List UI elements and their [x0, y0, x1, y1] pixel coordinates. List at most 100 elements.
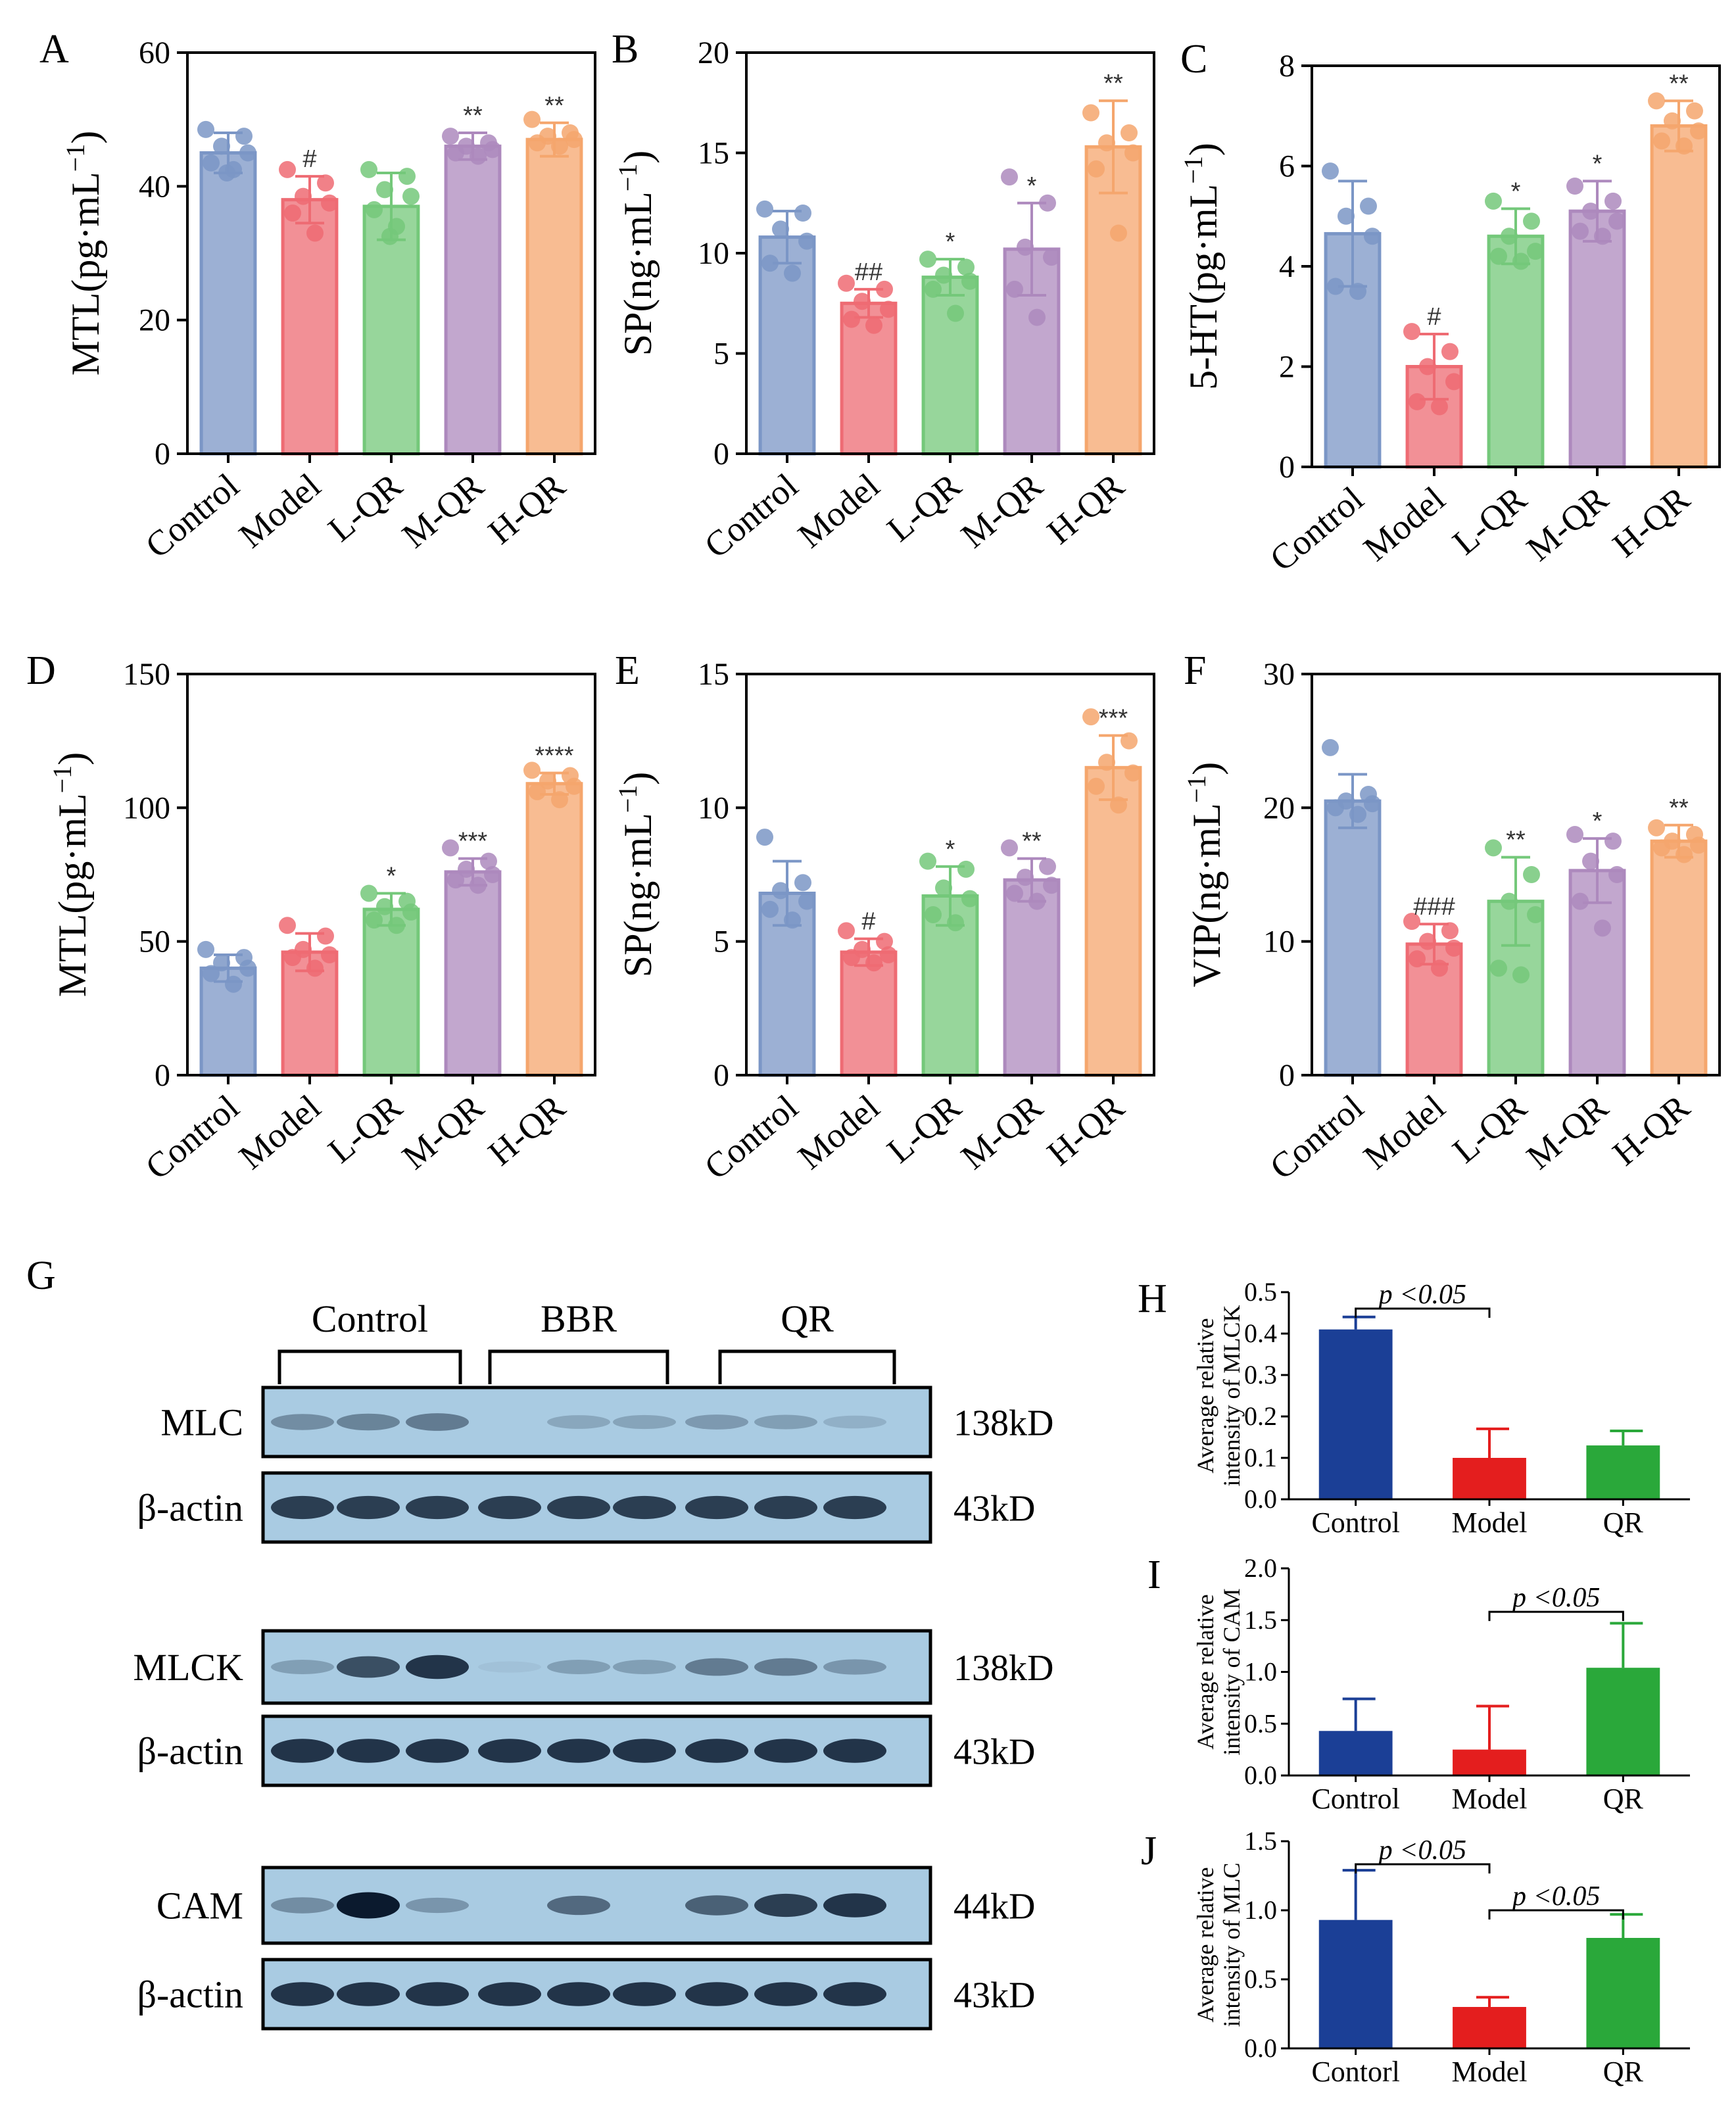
data-point	[772, 882, 789, 900]
data-point	[935, 879, 952, 897]
data-point	[838, 274, 855, 292]
data-point	[225, 975, 242, 993]
data-point	[279, 917, 296, 934]
data-point	[1490, 959, 1507, 977]
bar-model	[1453, 1749, 1526, 1775]
blot-band	[685, 1414, 748, 1430]
data-point	[1664, 112, 1681, 130]
data-point	[284, 949, 301, 967]
data-point	[566, 131, 583, 149]
data-point	[876, 280, 893, 298]
data-point	[854, 293, 871, 310]
data-point	[1419, 932, 1436, 950]
panel-letter: E	[615, 648, 640, 693]
y-tick-label: 1.0	[1244, 1895, 1277, 1925]
category-label: M-QR	[1519, 1087, 1616, 1177]
data-point	[1648, 92, 1665, 110]
blot-band	[685, 1895, 748, 1916]
data-point	[1349, 806, 1366, 823]
data-point	[317, 927, 334, 945]
data-point	[1501, 892, 1518, 910]
category-label: M-QR	[953, 1087, 1050, 1177]
significance-marker: **	[1022, 828, 1042, 856]
bar-m-qr	[444, 144, 502, 456]
molecular-weight-label: 43kD	[953, 1489, 1035, 1530]
protein-label: MLC	[160, 1401, 243, 1444]
category-label: QR	[1603, 1507, 1644, 1539]
y-axis-label-line2: intensity of MLC	[1218, 1863, 1245, 2027]
y-tick-label: 4	[1279, 249, 1295, 284]
blot-band	[478, 1661, 541, 1673]
western-blot-panel: G Control BBR QR MLC 138kD β-actin 43kD MLCK 138k…	[26, 1253, 1053, 2031]
category-label: Model	[1356, 479, 1453, 569]
protein-label: β-actin	[137, 1730, 243, 1773]
y-tick-label: 0.5	[1244, 1708, 1277, 1738]
blot-band	[271, 1897, 334, 1914]
data-point	[1082, 708, 1099, 726]
y-tick-label: 20	[139, 303, 170, 338]
category-label: M-QR	[953, 466, 1050, 556]
data-point	[484, 141, 501, 158]
y-axis-label-line1: Average relative	[1192, 1594, 1218, 1749]
bar-qr	[1586, 1445, 1660, 1499]
data-point	[1001, 168, 1018, 186]
category-label: L-QR	[321, 1087, 410, 1171]
data-point	[306, 224, 324, 242]
significance-marker: #	[1427, 303, 1441, 331]
data-point	[843, 310, 860, 328]
category-label: L-QR	[321, 466, 410, 549]
y-tick-label: 0	[1279, 450, 1295, 485]
data-point	[1441, 343, 1459, 360]
chart-b: B Control ## Model * L-QR * M-QR ** H-QR 0 5 10 15 20 S…	[612, 27, 1155, 566]
panel-letter: J	[1141, 1829, 1157, 1873]
bar-control	[199, 151, 257, 456]
protein-label: β-actin	[137, 1973, 243, 2016]
y-tick-label: 0.4	[1244, 1318, 1277, 1348]
data-point	[279, 160, 296, 178]
data-point	[1690, 836, 1707, 854]
bar-control	[1324, 799, 1382, 1077]
data-point	[480, 852, 497, 870]
data-point	[239, 959, 256, 977]
protein-label: CAM	[157, 1885, 243, 1927]
data-point	[523, 110, 541, 128]
y-tick-label: 10	[1263, 925, 1295, 959]
data-point	[539, 772, 556, 790]
data-point	[1001, 839, 1018, 857]
blot-mlc: MLC 138kD	[160, 1386, 1053, 1459]
data-point	[1676, 137, 1693, 155]
blot-band	[613, 1982, 676, 2006]
blot-band	[478, 1739, 541, 1763]
bar-h-qr	[1650, 839, 1708, 1077]
blot-band	[271, 1414, 334, 1430]
significance-marker: ***	[458, 828, 488, 856]
significance-marker: *	[387, 862, 397, 890]
data-point	[1110, 796, 1127, 814]
significance-marker: **	[1103, 70, 1123, 97]
y-axis-label: 5-HT(pg·mL−1)	[1178, 143, 1225, 390]
blot-band	[406, 1897, 469, 1914]
category-label: Control	[1263, 1087, 1371, 1187]
data-point	[1608, 866, 1626, 883]
significance-bracket	[1488, 1610, 1624, 1622]
data-point	[1653, 132, 1670, 150]
bar-qr	[1586, 1938, 1660, 2048]
y-tick-label: 0.0	[1244, 2033, 1277, 2063]
significance-marker: *	[946, 836, 955, 863]
significance-marker: *	[1593, 150, 1603, 178]
panel-letter: C	[1180, 37, 1207, 82]
y-tick-label: 40	[139, 169, 170, 204]
blot-band	[271, 1495, 334, 1520]
y-tick-label: 20	[1263, 790, 1295, 825]
y-tick-label: 0.2	[1244, 1401, 1277, 1431]
molecular-weight-label: 43kD	[953, 1975, 1035, 2016]
panel-letter: B	[612, 27, 639, 72]
data-point	[447, 144, 464, 162]
data-point	[772, 220, 789, 238]
panel-letter: A	[39, 27, 69, 72]
significance-marker: *	[1027, 172, 1037, 200]
significance-marker: **	[463, 102, 483, 130]
data-point	[284, 205, 301, 222]
data-point	[935, 266, 952, 284]
